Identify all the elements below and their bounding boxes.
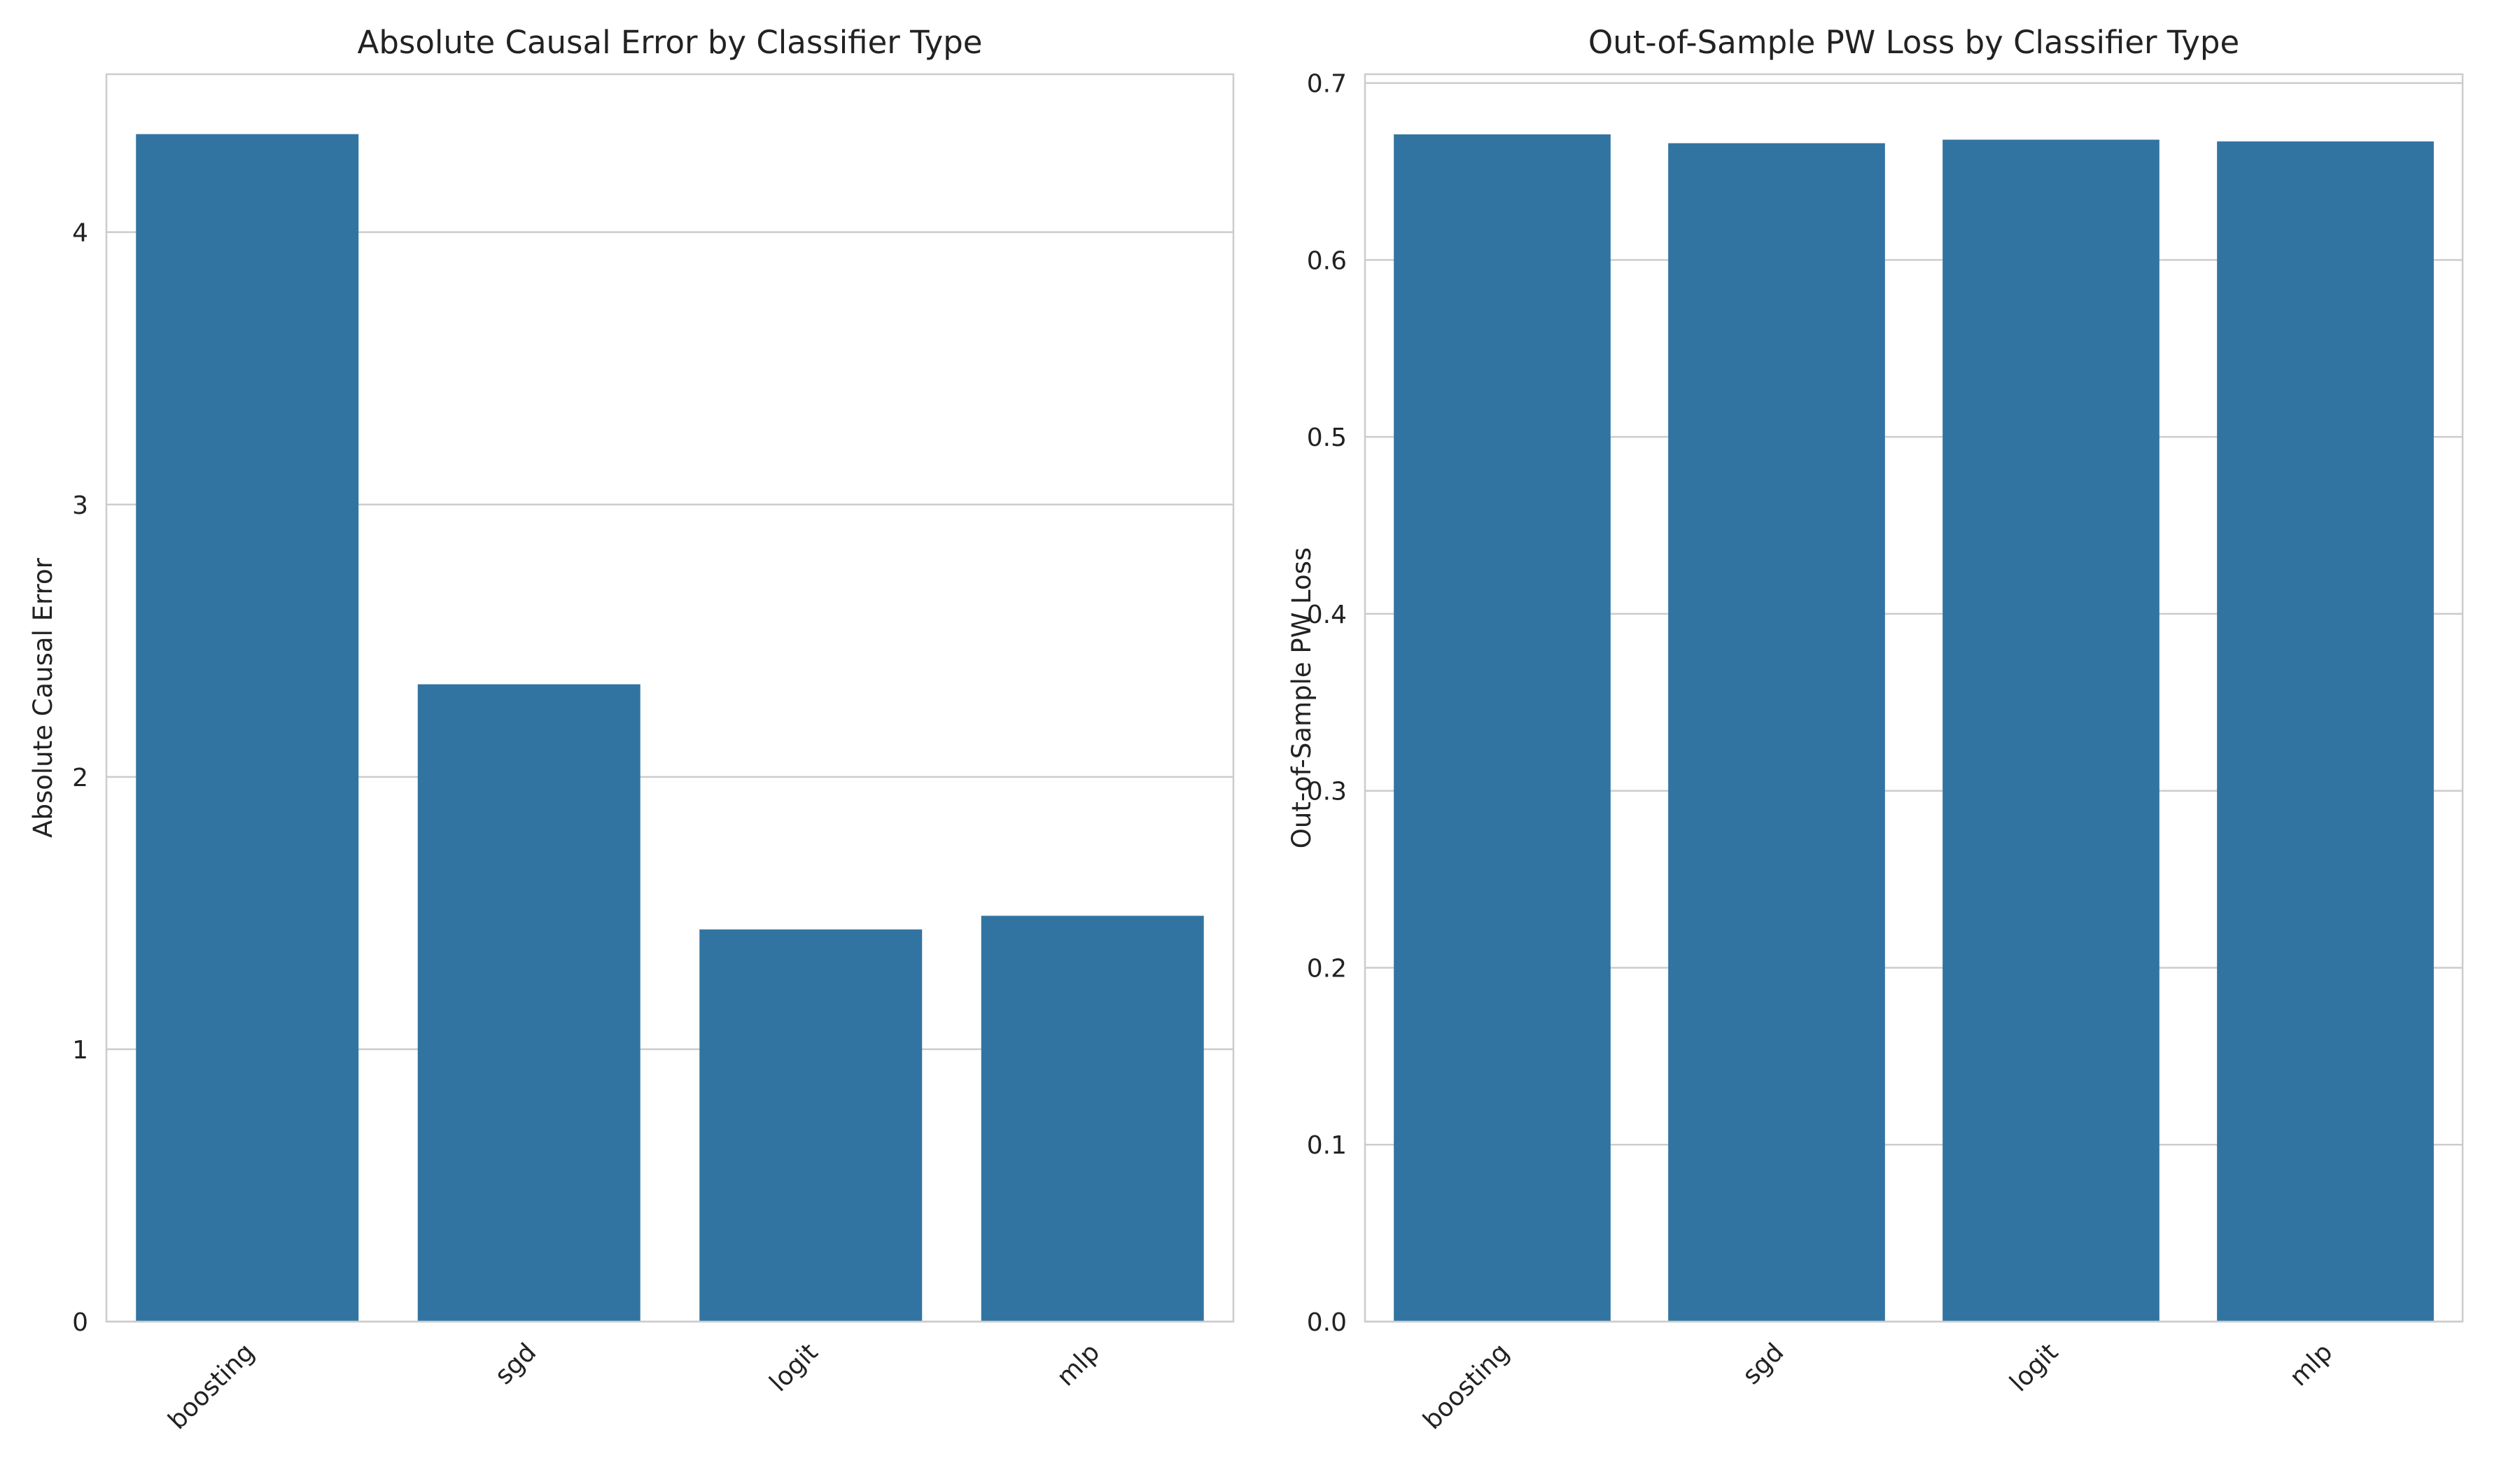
x-tick-label: mlp	[2284, 1338, 2338, 1392]
y-tick-label: 4	[72, 219, 88, 248]
bar-mlp	[2217, 141, 2434, 1322]
bar-logit	[1942, 139, 2160, 1322]
bar-mlp	[981, 916, 1204, 1322]
y-tick-label: 0	[72, 1308, 88, 1337]
y-axis-label: Absolute Causal Error	[28, 557, 58, 837]
chart-panel-pw-loss: 0.0 0.1 0.2 0.3 0.4 0.5 0.6 0.7 boosting sgd logi…	[1287, 24, 2464, 1435]
x-tick-label: mlp	[1051, 1338, 1105, 1392]
plot-frame	[1364, 73, 2464, 1323]
y-tick-label: 0.3	[1307, 778, 1347, 806]
chart-title: Absolute Causal Error by Classifier Type	[358, 24, 983, 61]
bar-logit	[699, 929, 923, 1322]
x-tick-labels: boosting sgd logit mlp	[1418, 1338, 2338, 1435]
x-tick-label: boosting	[163, 1338, 260, 1435]
bar-sgd	[417, 684, 640, 1322]
y-tick-label: 0.4	[1307, 601, 1347, 629]
y-tick-label: 1	[72, 1036, 88, 1065]
bars	[136, 134, 1204, 1322]
y-tick-labels: 0.0 0.1 0.2 0.3 0.4 0.5 0.6 0.7	[1307, 70, 1347, 1337]
y-tick-labels: 0 1 2 3 4	[72, 219, 88, 1337]
y-tick-label: 0.0	[1307, 1308, 1347, 1337]
y-tick-label: 0.5	[1307, 424, 1347, 452]
y-tick-label: 0.1	[1307, 1131, 1347, 1160]
x-tick-label: logit	[764, 1338, 824, 1397]
y-tick-label: 3	[72, 491, 88, 520]
x-tick-label: boosting	[1418, 1338, 1515, 1435]
bar-boosting	[1394, 134, 1611, 1322]
chart-title: Out-of-Sample PW Loss by Classifier Type	[1588, 24, 2239, 61]
x-tick-label: sgd	[1737, 1338, 1790, 1390]
y-tick-label: 0.6	[1307, 246, 1347, 275]
chart-panel-absolute-causal-error: 0 1 2 3 4 boosting sgd logit mlp Absolute Causa…	[28, 24, 1235, 1435]
bar-sgd	[1668, 143, 1885, 1322]
bar-boosting	[136, 134, 359, 1322]
x-tick-label: sgd	[490, 1338, 542, 1390]
y-tick-label: 0.2	[1307, 954, 1347, 983]
bars	[1394, 134, 2434, 1322]
x-tick-label: logit	[2005, 1338, 2064, 1397]
y-tick-label: 0.7	[1307, 70, 1347, 99]
y-tick-label: 2	[72, 764, 88, 792]
plot-frame	[105, 73, 1235, 1323]
x-tick-labels: boosting sgd logit mlp	[163, 1338, 1105, 1435]
y-axis-label: Out-of-Sample PW Loss	[1287, 547, 1317, 848]
